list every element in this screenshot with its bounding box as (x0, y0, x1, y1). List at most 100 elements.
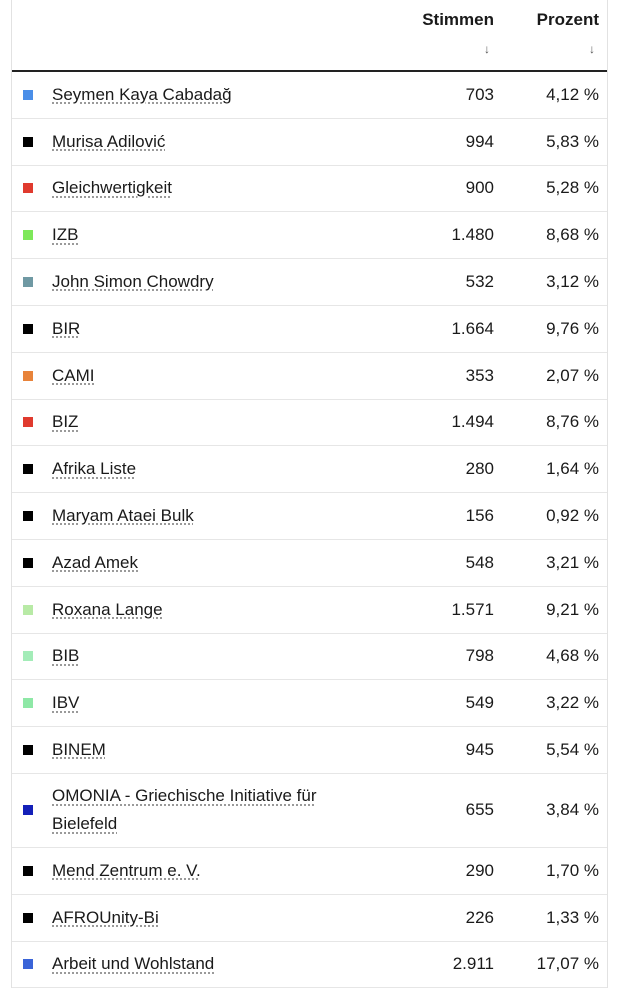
party-name-link[interactable]: BIZ (52, 412, 79, 432)
table-row: BIR 1.664 9,76 % (12, 306, 607, 353)
percent-cell: 3,22 % (546, 693, 599, 713)
party-name-link[interactable]: Arbeit und Wohlstand (52, 954, 215, 974)
percent-cell: 2,07 % (546, 365, 599, 385)
percent-cell: 5,28 % (546, 178, 599, 198)
table-row: John Simon Chowdry 532 3,12 % (12, 259, 607, 306)
party-name-link[interactable]: Murisa Adilović (52, 131, 166, 151)
percent-cell: 5,83 % (546, 131, 599, 151)
party-color-swatch (23, 464, 33, 475)
percent-cell: 1,64 % (546, 459, 599, 479)
table-row: IBV 549 3,22 % (12, 680, 607, 728)
table-row: Maryam Ataei Bulk 156 0,92 % (12, 493, 607, 540)
percent-cell: 17,07 % (536, 954, 599, 974)
votes-cell: 1.494 (451, 412, 494, 432)
sort-percent-arrow-icon[interactable]: ↓ (589, 42, 595, 56)
party-color-swatch (23, 959, 33, 970)
votes-cell: 280 (465, 459, 494, 479)
party-name-link[interactable]: BINEM (52, 740, 106, 760)
table-body: Seymen Kaya Cabadağ 703 4,12 % Murisa Adilo… (12, 72, 607, 989)
party-name-link[interactable]: Afrika Liste (52, 459, 137, 479)
votes-cell: 548 (465, 552, 494, 572)
party-color-swatch (23, 912, 33, 923)
table-row: CAMI 353 2,07 % (12, 353, 607, 400)
percent-cell: 1,33 % (546, 907, 599, 927)
votes-cell: 703 (465, 84, 494, 104)
party-name-link[interactable]: Maryam Ataei Bulk (52, 506, 194, 526)
table-row: BIB 798 4,68 % (12, 634, 607, 681)
votes-cell: 156 (465, 506, 494, 526)
percent-cell: 8,76 % (546, 412, 599, 432)
votes-cell: 1.664 (451, 318, 494, 338)
party-color-swatch (23, 604, 33, 615)
party-name-link[interactable]: Roxana Lange (52, 599, 163, 619)
percent-cell: 3,12 % (546, 272, 599, 292)
party-name-link[interactable]: IBV (52, 693, 80, 713)
party-name-link[interactable]: BIR (52, 318, 81, 338)
party-name-link[interactable]: CAMI (52, 365, 95, 385)
percent-cell: 3,84 % (546, 800, 599, 820)
table-row: Afrika Liste 280 1,64 % (12, 446, 607, 494)
votes-cell: 226 (465, 907, 494, 927)
table-row: Murisa Adilović 994 5,83 % (12, 119, 607, 166)
table-row: BIZ 1.494 8,76 % (12, 400, 607, 447)
votes-cell: 549 (465, 693, 494, 713)
table-row: Gleichwertigkeit 900 5,28 % (12, 166, 607, 213)
percent-cell: 9,21 % (546, 599, 599, 619)
table-row: Arbeit und Wohlstand 2.911 17,07 % (12, 942, 607, 989)
table-header: Stimmen ↓ Prozent ↓ (12, 0, 607, 72)
table-row: IZB 1.480 8,68 % (12, 212, 607, 260)
party-color-swatch (23, 805, 33, 816)
party-color-swatch (23, 417, 33, 428)
party-color-swatch (23, 651, 33, 662)
party-color-swatch (23, 557, 33, 568)
votes-cell: 1.480 (451, 225, 494, 245)
party-name-link[interactable]: John Simon Chowdry (52, 272, 214, 292)
party-name-link[interactable]: Seymen Kaya Cabadağ (52, 84, 232, 104)
votes-cell: 994 (465, 131, 494, 151)
party-color-swatch (23, 698, 33, 709)
votes-cell: 290 (465, 860, 494, 880)
party-name-link[interactable]: Azad Amek (52, 552, 138, 572)
party-name-link[interactable]: BIB (52, 646, 80, 666)
party-color-swatch (23, 323, 33, 334)
percent-column-header[interactable]: Prozent (536, 10, 599, 29)
votes-cell: 353 (465, 365, 494, 385)
party-color-swatch (23, 89, 33, 100)
votes-cell: 2.911 (452, 954, 494, 974)
party-color-swatch (23, 865, 33, 876)
party-color-swatch (23, 136, 33, 147)
party-color-swatch (23, 745, 33, 756)
table-row: Roxana Lange 1.571 9,21 % (12, 587, 607, 634)
party-name-link[interactable]: AFROUnity-Bi (52, 907, 159, 927)
table-row: Azad Amek 548 3,21 % (12, 540, 607, 587)
party-name-link[interactable]: IZB (52, 225, 79, 245)
party-color-swatch (23, 183, 33, 194)
sort-votes-arrow-icon[interactable]: ↓ (484, 42, 490, 56)
percent-cell: 0,92 % (546, 506, 599, 526)
votes-cell: 945 (465, 740, 494, 760)
votes-cell: 655 (465, 800, 494, 820)
percent-cell: 3,21 % (546, 552, 599, 572)
party-name-link[interactable]: Gleichwertigkeit (52, 178, 172, 198)
percent-cell: 8,68 % (546, 225, 599, 245)
table-row: Seymen Kaya Cabadağ 703 4,12 % (12, 72, 607, 119)
votes-cell: 1.571 (451, 599, 494, 619)
results-table: Stimmen ↓ Prozent ↓ Seymen Kaya Cabadağ 7… (11, 0, 608, 989)
votes-cell: 532 (465, 272, 494, 292)
party-color-swatch (23, 277, 33, 288)
table-row: OMONIA - Griechische Initiative für Biel… (12, 774, 607, 848)
percent-cell: 4,68 % (546, 646, 599, 666)
table-row: AFROUnity-Bi 226 1,33 % (12, 895, 607, 942)
table-row: Mend Zentrum e. V. 290 1,70 % (12, 848, 607, 895)
votes-cell: 900 (465, 178, 494, 198)
votes-column-header[interactable]: Stimmen (422, 10, 494, 29)
party-name-link[interactable]: OMONIA - Griechische Initiative für Biel… (52, 786, 317, 834)
votes-cell: 798 (465, 646, 494, 666)
table-row: BINEM 945 5,54 % (12, 727, 607, 774)
percent-cell: 9,76 % (546, 318, 599, 338)
party-color-swatch (23, 511, 33, 522)
percent-cell: 5,54 % (546, 740, 599, 760)
percent-cell: 1,70 % (546, 860, 599, 880)
percent-cell: 4,12 % (546, 84, 599, 104)
party-name-link[interactable]: Mend Zentrum e. V. (52, 860, 201, 880)
